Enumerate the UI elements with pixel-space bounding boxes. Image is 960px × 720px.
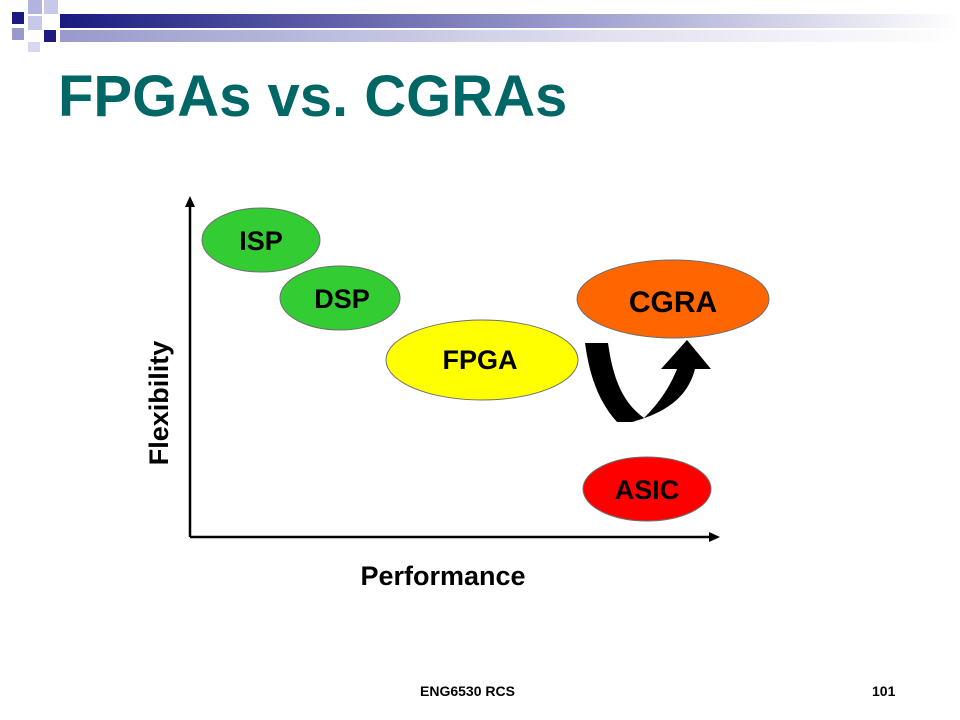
decorative-banner [12,0,960,52]
deco-square-light [44,0,58,14]
deco-bar-bottom [60,30,960,42]
deco-square-light [28,0,42,14]
y-axis-arrowhead [185,196,195,207]
node-cgra-label: CGRA [629,286,717,319]
y-axis-label: Flexibility [144,341,174,466]
node-fpga-shape [385,319,579,401]
node-cgra-shape [576,259,770,339]
u-turn-arrow [585,340,711,422]
node-asic-shape [582,456,712,522]
node-isp-label: ISP [239,226,283,256]
deco-square-mid [12,28,24,40]
deco-square-dark [12,12,24,24]
node-dsp-label: DSP [314,284,370,314]
node-isp-shape [201,207,321,273]
slide-title: FPGAs vs. CGRAs [58,64,568,129]
node-asic-label: ASIC [615,475,680,505]
node-asic: ASIC [582,456,712,522]
node-dsp-shape [279,265,401,331]
deco-square-light [28,16,42,30]
deco-square-dark [44,30,56,42]
x-axis-arrowhead [709,532,720,542]
deco-bar-top [60,14,960,28]
node-isp: ISP [201,207,321,273]
footer-page-number: 101 [872,683,896,699]
node-dsp: DSP [279,265,401,331]
x-axis-label: Performance [360,561,525,591]
deco-square-light [28,42,40,52]
footer-course-code: ENG6530 RCS [420,683,515,699]
node-fpga-label: FPGA [442,345,517,375]
node-fpga: FPGA [385,319,579,401]
node-cgra: CGRA [576,259,770,339]
